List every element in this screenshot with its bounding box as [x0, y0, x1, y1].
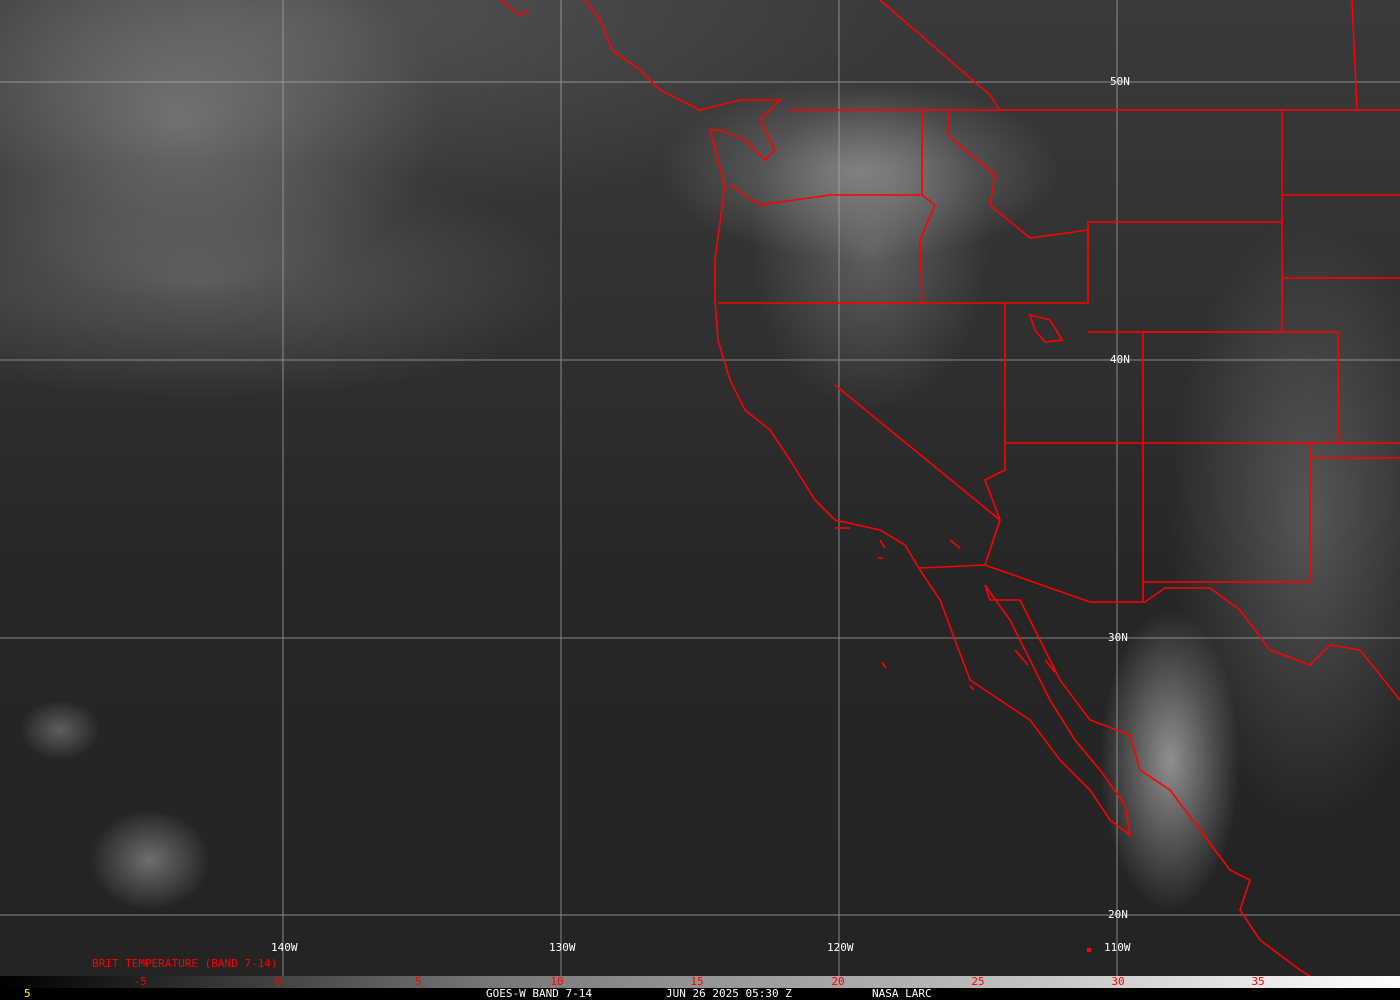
datetime-label: JUN 26 2025 05:30 Z [666, 987, 792, 1000]
lon-label-110w: 110W [1104, 941, 1131, 954]
footer-bar [0, 988, 1400, 1000]
border-plains [1282, 194, 1400, 279]
source-label: NASA LARC [872, 987, 932, 1000]
colorbar-title: BRIT TEMPERATURE (BAND 7-14) [92, 957, 278, 970]
coastline-pacific [499, 0, 1312, 976]
satellite-imagery [0, 0, 1400, 976]
lon-label-140w: 140W [271, 941, 298, 954]
lat-label-20n: 20N [1108, 908, 1128, 921]
frame-number: 5 [24, 987, 31, 1000]
colorbar-tick: 15 [690, 975, 704, 988]
border-idaho [919, 110, 936, 304]
border-canada-interior [879, 0, 1358, 111]
product-label: GOES-W BAND 7-14 [486, 987, 592, 1000]
lake-salt [1028, 313, 1064, 343]
map-overlay [0, 0, 1400, 976]
border-us-mexico [919, 564, 1400, 701]
border-wa-or [729, 184, 922, 206]
graticule [0, 0, 1400, 976]
lat-label-30n: 30N [1108, 631, 1128, 644]
boundaries [499, 0, 1400, 976]
lat-label-50n: 50N [1110, 75, 1130, 88]
colorbar [0, 976, 1400, 988]
border-idaho-montana [947, 110, 1089, 239]
border-four-corners [1005, 331, 1400, 602]
lon-label-130w: 130W [549, 941, 576, 954]
colorbar-tick: 5 [414, 975, 422, 988]
colorbar-tick: 20 [831, 975, 845, 988]
colorbar-tick: 30 [1111, 975, 1125, 988]
colorbar-tick: 0 [274, 975, 282, 988]
colorbar-tick: 25 [971, 975, 985, 988]
lon-label-120w: 120W [827, 941, 854, 954]
colorbar-tick: -5 [133, 975, 147, 988]
colorbar-tick: 10 [550, 975, 564, 988]
channel-islands [835, 527, 1056, 691]
lat-label-40n: 40N [1110, 353, 1130, 366]
marker-dot [1087, 948, 1091, 952]
colorbar-tick: 35 [1251, 975, 1265, 988]
border-ca-nv [834, 303, 1006, 566]
